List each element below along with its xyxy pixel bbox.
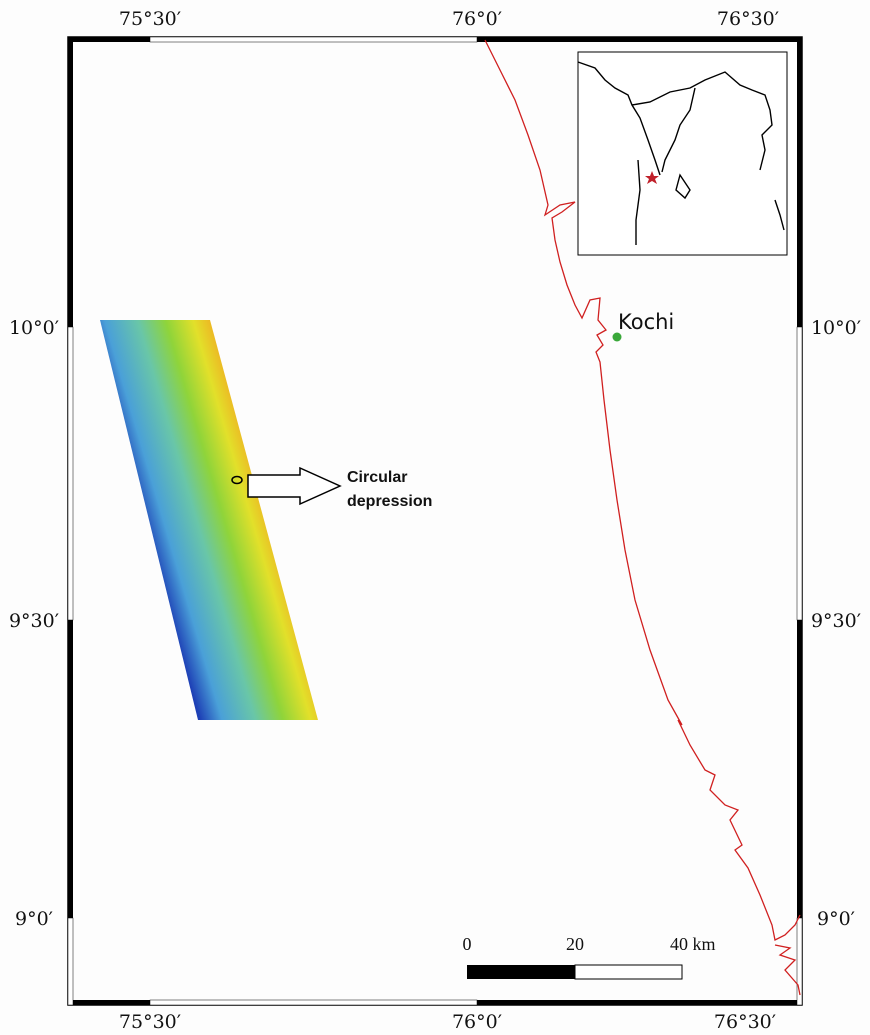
map: 75°30′ 76°0′ 76°30′ 75°30′ 76°0′ 76°30′ … bbox=[0, 0, 870, 1035]
place-label: Kochi bbox=[618, 310, 674, 334]
lon-label: 75°30′ bbox=[119, 1011, 181, 1033]
lat-label: 9°0′ bbox=[15, 908, 53, 930]
lat-label: 9°30′ bbox=[9, 610, 59, 632]
annotation: Circular bbox=[347, 469, 407, 486]
scale-bar bbox=[467, 965, 575, 979]
annotation: depression bbox=[347, 493, 432, 510]
lat-label: 9°0′ bbox=[817, 908, 855, 930]
inset-map bbox=[578, 52, 787, 255]
lon-label: 76°0′ bbox=[452, 8, 502, 30]
lat-label: 10°0′ bbox=[811, 317, 861, 339]
scale-label: 40 km bbox=[670, 934, 716, 954]
lat-label: 9°30′ bbox=[811, 610, 861, 632]
lat-label: 10°0′ bbox=[9, 317, 59, 339]
scale-label: 0 bbox=[463, 934, 472, 954]
lon-label: 76°30′ bbox=[714, 1011, 776, 1033]
scale-label: 20 bbox=[566, 934, 584, 954]
lon-label: 75°30′ bbox=[119, 8, 181, 30]
scale-bar bbox=[575, 965, 682, 979]
lon-label: 76°30′ bbox=[717, 8, 779, 30]
lon-label: 76°0′ bbox=[452, 1011, 502, 1033]
